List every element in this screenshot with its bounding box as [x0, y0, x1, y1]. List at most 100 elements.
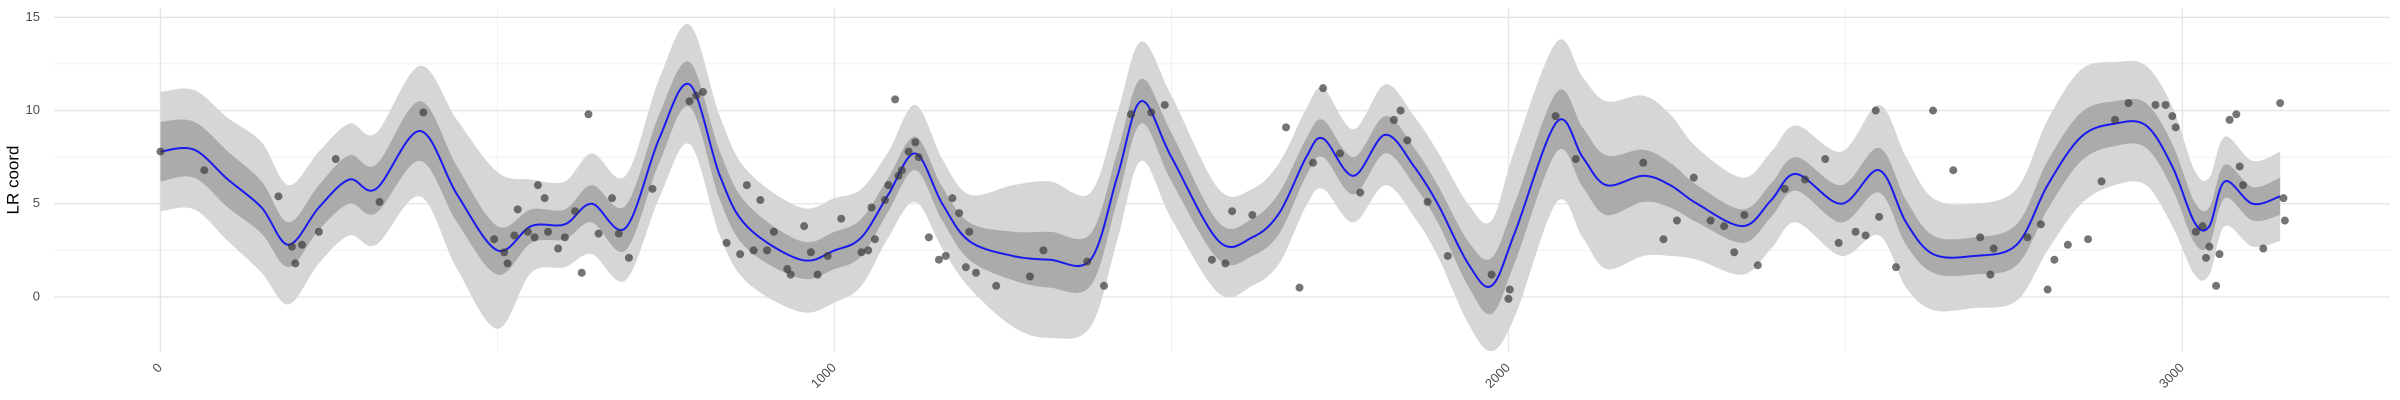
- data-point: [1319, 84, 1328, 93]
- data-point: [2084, 235, 2093, 244]
- data-point: [2161, 100, 2170, 109]
- data-point: [2063, 240, 2072, 249]
- data-point: [540, 194, 549, 203]
- data-point: [375, 197, 384, 206]
- data-point: [1753, 261, 1762, 270]
- x-tick-label: 3000: [2156, 360, 2187, 391]
- data-point: [314, 227, 323, 236]
- data-point: [1356, 188, 1365, 197]
- data-point: [961, 263, 970, 272]
- outer-band: [160, 24, 2281, 352]
- data-point: [870, 235, 879, 244]
- data-point: [570, 207, 579, 216]
- data-point: [1976, 233, 1985, 242]
- x-tick-label: 0: [149, 360, 165, 376]
- data-point: [2235, 162, 2244, 171]
- data-point: [971, 268, 980, 277]
- data-point: [1403, 136, 1412, 145]
- data-point: [2097, 177, 2106, 186]
- data-point: [1730, 248, 1739, 257]
- x-tick-label: 1000: [808, 360, 839, 391]
- data-point: [934, 255, 943, 264]
- data-point: [891, 95, 900, 104]
- data-point: [1335, 149, 1344, 158]
- data-point: [560, 233, 569, 242]
- data-point: [742, 181, 751, 190]
- data-point: [2276, 99, 2285, 108]
- data-point: [2239, 181, 2248, 190]
- data-point: [500, 248, 509, 257]
- data-point: [823, 251, 832, 260]
- data-point: [2232, 110, 2241, 119]
- data-point: [2198, 222, 2207, 231]
- data-point: [1571, 155, 1580, 164]
- data-point: [914, 153, 923, 162]
- data-point: [2202, 253, 2211, 262]
- data-point: [1396, 106, 1405, 115]
- data-point: [1147, 108, 1156, 117]
- data-point: [2151, 100, 2160, 109]
- data-point: [1871, 106, 1880, 115]
- data-point: [1949, 166, 1958, 175]
- data-point: [1389, 115, 1398, 124]
- data-point: [736, 250, 745, 259]
- y-tick-label: 0: [33, 288, 40, 303]
- data-point: [955, 209, 964, 218]
- data-point: [1221, 259, 1230, 268]
- data-point: [699, 87, 708, 96]
- y-tick-label: 5: [33, 195, 40, 210]
- data-point: [1780, 184, 1789, 193]
- data-point: [2050, 255, 2059, 264]
- data-point: [1423, 197, 1432, 206]
- data-point: [911, 138, 920, 147]
- data-point: [1929, 106, 1938, 115]
- data-point: [2036, 220, 2045, 229]
- data-point: [156, 147, 165, 156]
- data-point: [763, 246, 772, 255]
- data-point: [904, 147, 913, 156]
- data-point: [274, 192, 283, 201]
- data-point: [2168, 112, 2177, 121]
- data-point: [298, 240, 307, 249]
- data-point: [513, 205, 522, 214]
- data-point: [1986, 270, 1995, 279]
- data-point: [2171, 123, 2180, 132]
- data-point: [1308, 158, 1317, 167]
- data-point: [1025, 272, 1034, 281]
- data-point: [800, 222, 809, 231]
- inner-band: [160, 61, 2281, 315]
- data-point: [1282, 123, 1291, 132]
- data-point: [769, 227, 778, 236]
- data-point: [2280, 216, 2289, 225]
- data-point: [419, 108, 428, 117]
- mean-line: [160, 82, 2281, 288]
- data-point: [1861, 231, 1870, 240]
- data-point: [1039, 246, 1048, 255]
- data-point: [544, 227, 553, 236]
- data-point: [1207, 255, 1216, 264]
- data-point: [1295, 283, 1304, 292]
- data-point: [490, 235, 499, 244]
- data-point: [884, 181, 893, 190]
- data-point: [864, 246, 873, 255]
- data-point: [200, 166, 209, 175]
- data-point: [2023, 233, 2032, 242]
- data-point: [1821, 155, 1830, 164]
- data-point: [594, 229, 603, 238]
- data-point: [837, 214, 846, 223]
- data-point: [331, 155, 340, 164]
- data-point: [1740, 210, 1749, 219]
- data-point: [2215, 250, 2224, 259]
- y-tick-label: 15: [26, 9, 40, 24]
- y-tick-label: 10: [26, 102, 40, 117]
- data-point: [2043, 285, 2052, 294]
- data-point: [1100, 281, 1109, 290]
- data-point: [1891, 263, 1900, 272]
- data-point: [948, 194, 957, 203]
- data-point: [1551, 112, 1560, 121]
- data-point: [924, 233, 933, 242]
- data-point: [722, 238, 731, 247]
- data-point: [554, 244, 563, 253]
- data-point: [1160, 100, 1169, 109]
